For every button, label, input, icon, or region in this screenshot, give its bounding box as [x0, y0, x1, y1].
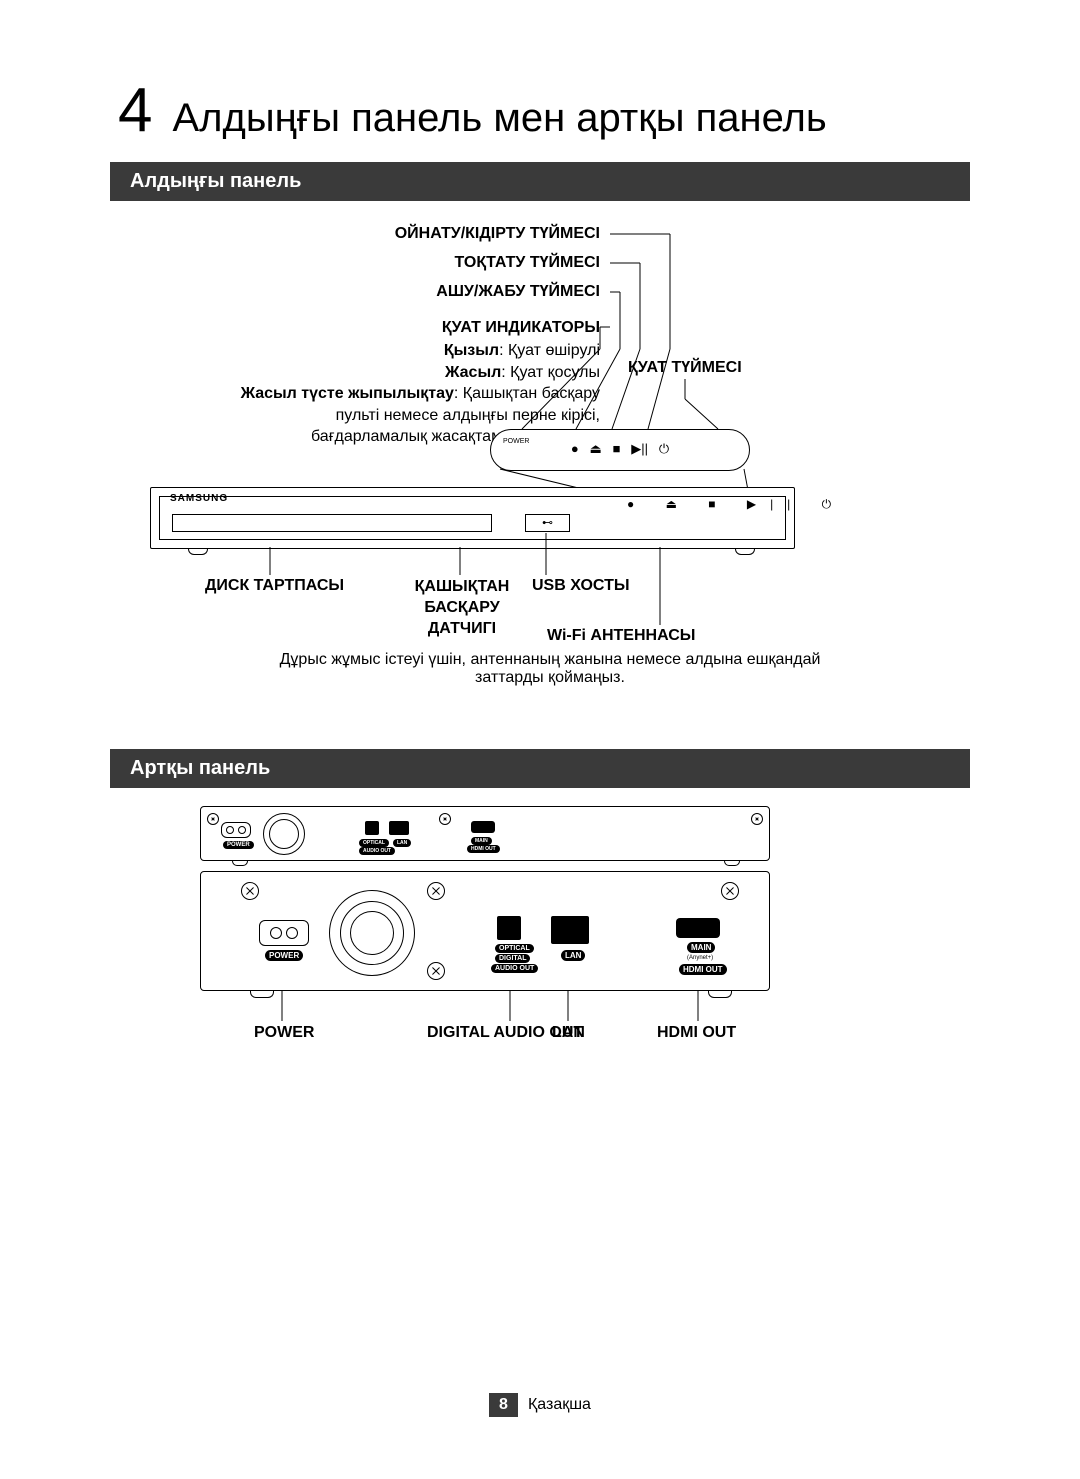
front-panel-diagram: ОЙНАТУ/КІДІРТУ ТҮЙМЕСІ ТОҚТАТУ ТҮЙМЕСІ А…	[110, 219, 970, 749]
chapter-text: Алдыңғы панель мен артқы панель	[172, 96, 826, 141]
rear-power-label: POWER	[265, 950, 303, 961]
label-remote-sensor: ҚАШЫҚТАН БАСҚАРУ ДАТЧИГІ	[392, 577, 532, 639]
label-rear-hdmi: HDMI OUT	[657, 1024, 736, 1042]
brand-logo: SAMSUNG	[170, 493, 228, 504]
label-stop: ТОҚТАТУ ТҮЙМЕСІ	[455, 254, 600, 272]
eject-icon: ● ⏏ ■ ▶|| ⏻	[571, 441, 669, 456]
label-disc-tray: ДИСК ТАРТПАСЫ	[205, 577, 344, 595]
label-usb-host: USB ХОСТЫ	[532, 577, 630, 595]
rear-panel-heading: Артқы панель	[110, 749, 970, 788]
chapter-title: 4 Алдыңғы панель мен артқы панель	[110, 80, 970, 142]
page-footer: 8 Қазақша	[0, 1393, 1080, 1417]
label-play-pause: ОЙНАТУ/КІДІРТУ ТҮЙМЕСІ	[395, 225, 600, 243]
disc-tray	[172, 514, 492, 532]
label-open-close: АШУ/ЖАБУ ТҮЙМЕСІ	[436, 283, 600, 301]
rear-panel-diagram: POWER OPTICAL AUDIO OUT LAN MAIN HDMI OU…	[110, 806, 970, 1086]
rear-small: POWER OPTICAL AUDIO OUT LAN MAIN HDMI OU…	[200, 806, 770, 861]
label-wifi-antenna: Wi-Fi АНТЕННАСЫ	[547, 627, 695, 645]
front-button-row: ● ⏏ ■ ▶|| ⏻	[627, 497, 845, 512]
front-buttons-zoom: POWER ● ⏏ ■ ▶|| ⏻	[490, 429, 750, 471]
wifi-note: Дұрыс жұмыс істеуі үшін, антеннаның жаны…	[265, 651, 835, 687]
label-power-indicator: ҚУАТ ИНДИКАТОРЫ	[442, 319, 600, 337]
label-rear-power: POWER	[254, 1024, 314, 1042]
front-panel-heading: Алдыңғы панель	[110, 162, 970, 201]
page-number: 8	[489, 1393, 518, 1417]
page-language: Қазақша	[528, 1396, 591, 1413]
label-rear-lan: LAN	[552, 1024, 585, 1042]
usb-port: ⊷	[525, 514, 570, 532]
rear-large: POWER OPTICAL DIGITAL AUDIO OUT LAN MAIN…	[200, 871, 770, 991]
chapter-number: 4	[118, 80, 152, 142]
label-power-button: ҚУАТ ТҮЙМЕСІ	[628, 359, 742, 377]
